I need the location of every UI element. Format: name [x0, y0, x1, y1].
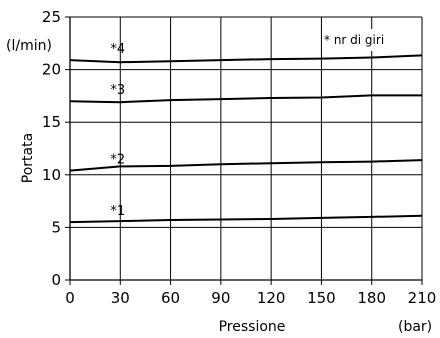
x-tick-label: 120 [257, 289, 286, 307]
x-unit-label: (bar) [398, 319, 432, 335]
x-tick-label: 150 [307, 289, 336, 307]
y-unit-label: (l/min) [6, 38, 52, 54]
x-axis-label: Pressione [219, 319, 286, 335]
series-label: *2 [110, 153, 125, 168]
x-tick-label: 60 [161, 289, 180, 307]
y-tick-label: 25 [42, 8, 61, 26]
series-line [69, 94, 422, 104]
y-tick-label: 10 [42, 166, 61, 184]
y-tick-label: 5 [51, 218, 61, 236]
x-tick-label: 0 [65, 289, 75, 307]
y-axis-label: Portata [20, 133, 36, 183]
y-tick-label: 0 [51, 271, 61, 289]
annotation-text: * nr di giri [324, 33, 384, 47]
annotation-box: * nr di giri [322, 29, 418, 51]
x-tick-label: 30 [111, 289, 130, 307]
series-line [69, 159, 423, 172]
y-tick-label: 20 [42, 61, 61, 79]
y-tick-label: 15 [42, 113, 61, 131]
series-line [69, 54, 423, 64]
x-tick-label: 180 [357, 289, 386, 307]
series-label: *4 [110, 42, 125, 57]
series-label: *1 [110, 204, 125, 219]
series-label: *3 [110, 83, 125, 98]
tick-labels: 0 30 60 90 120 150 180 210 0 5 10 15 20 25 [42, 8, 436, 307]
x-tick-label: 210 [408, 289, 437, 307]
series-lines [69, 54, 423, 224]
series-line [69, 214, 423, 224]
x-tick-label: 90 [211, 289, 230, 307]
series-labels: *1 *2 *3 *4 [110, 42, 125, 219]
